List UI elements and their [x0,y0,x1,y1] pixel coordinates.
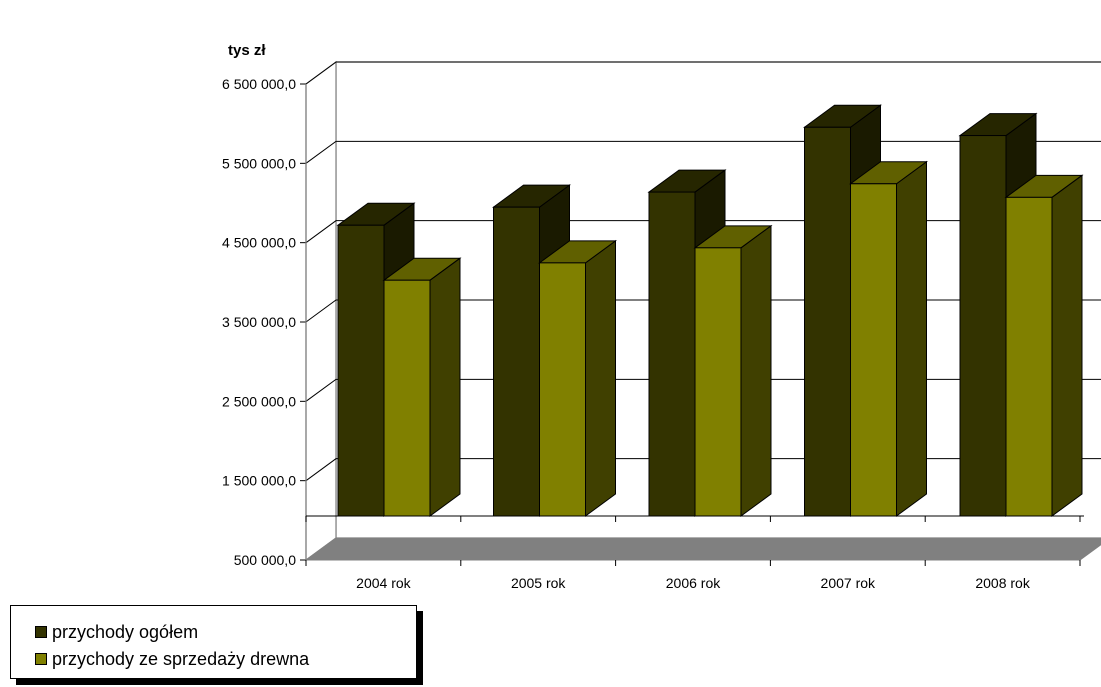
y-tick-label: 500 000,0 [234,552,296,568]
gridline [305,61,1101,85]
bar-side [896,160,927,517]
bar-side [1051,174,1083,517]
y-tick-label: 3 500 000,0 [222,314,296,330]
x-tick-label: 2006 rok [666,575,721,591]
y-unit-label: tys zł [228,42,266,59]
legend-item-series-1: przychody ze sprzedaży drewna [35,647,309,671]
x-tick-label: 2005 rok [511,575,566,591]
bar-front [493,206,540,517]
bar-front [1005,196,1053,517]
bar-front [383,279,431,517]
bar-s1-c3 [848,160,929,517]
x-tick-label: 2008 rok [975,575,1030,591]
y-tick-label: 5 500 000,0 [222,155,296,171]
legend: przychody ogółem przychody ze sprzedaży … [10,605,417,679]
floor [304,537,1101,561]
bar-s1-c4 [1004,174,1084,517]
x-tick-label: 2004 rok [356,575,411,591]
y-tick-label: 4 500 000,0 [222,235,296,251]
y-tick-label: 6 500 000,0 [222,76,296,92]
y-tick-label: 1 500 000,0 [222,473,296,489]
legend-swatch-series-0 [35,626,47,638]
legend-swatch-series-1 [35,653,47,665]
x-tick-label: 2007 rok [821,575,876,591]
bar-front [337,224,385,517]
tick-labels: 500 000,0 1 500 000,0 2 500 000,0 3 500 000… [222,76,1031,591]
bar-s1-c0 [382,257,462,517]
bar-side [429,257,461,517]
bar-s1-c2 [693,224,773,517]
bar-front [850,183,897,517]
legend-label-series-1: przychody ze sprzedaży drewna [52,648,310,669]
legend-label-series-0: przychody ogółem [52,621,199,642]
bar-front [959,135,1007,517]
bar-side [740,224,772,517]
bar-side [585,239,616,517]
bar-front [539,262,586,517]
bar-front [694,247,742,517]
bars [336,104,1084,517]
y-tick-label: 2 500 000,0 [222,393,296,409]
bar-front [648,191,696,517]
legend-item-series-0: przychody ogółem [35,620,198,644]
axes [300,83,1084,566]
bar-front [804,126,851,517]
bar-s1-c1 [537,239,618,517]
